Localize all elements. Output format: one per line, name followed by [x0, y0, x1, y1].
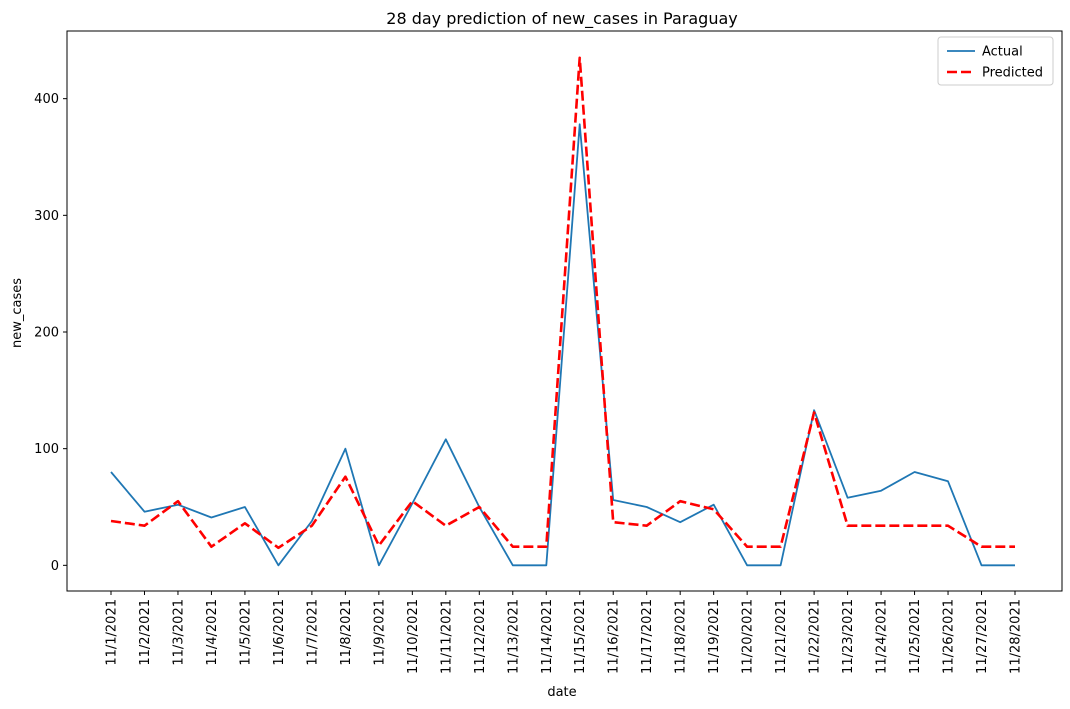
x-tick-label: 11/23/2021: [841, 599, 856, 674]
x-tick-label: 11/3/2021: [171, 599, 186, 666]
x-tick-label: 11/19/2021: [707, 599, 722, 674]
x-tick-label: 11/11/2021: [439, 599, 454, 674]
chart-title: 28 day prediction of new_cases in Paragu…: [386, 9, 737, 29]
x-tick-label: 11/16/2021: [607, 599, 622, 674]
series-line-predicted: [110, 56, 1015, 550]
series-line-actual: [110, 123, 1015, 567]
x-tick-label: 11/14/2021: [540, 599, 555, 674]
x-tick-label: 11/4/2021: [205, 599, 220, 666]
x-tick-label: 11/28/2021: [1009, 599, 1024, 674]
x-tick-label: 11/17/2021: [640, 599, 655, 674]
x-tick-label: 11/1/2021: [105, 599, 120, 666]
y-tick-label: 200: [34, 326, 59, 341]
legend-label: Predicted: [982, 66, 1043, 81]
x-tick-label: 11/6/2021: [272, 599, 287, 666]
x-tick-label: 11/20/2021: [741, 599, 756, 674]
x-tick-label: 11/5/2021: [238, 599, 253, 666]
x-tick-label: 11/2/2021: [138, 599, 153, 666]
x-tick-label: 11/21/2021: [774, 599, 789, 674]
x-tick-label: 11/22/2021: [808, 599, 823, 674]
x-tick-label: 11/25/2021: [908, 599, 923, 674]
x-axis-label: date: [547, 685, 576, 700]
legend: Actual Predicted: [937, 36, 1054, 86]
y-tick-label: 400: [34, 92, 59, 107]
y-axis-label: new_cases: [10, 278, 25, 348]
x-tick-label: 11/18/2021: [674, 599, 689, 674]
x-tick-label: 11/13/2021: [506, 599, 521, 674]
x-tick-label: 11/10/2021: [406, 599, 421, 674]
x-tick-label: 11/7/2021: [305, 599, 320, 666]
y-tick-label: 300: [34, 209, 59, 224]
x-tick-label: 11/15/2021: [573, 599, 588, 674]
x-tick-label: 11/27/2021: [975, 599, 990, 674]
plot-frame: [66, 30, 1063, 592]
x-tick-label: 11/9/2021: [372, 599, 387, 666]
x-tick-label: 11/8/2021: [339, 599, 354, 666]
x-tick-label: 11/24/2021: [875, 599, 890, 674]
y-tick-label: 100: [34, 442, 59, 457]
x-tick-label: 11/12/2021: [473, 599, 488, 674]
legend-label: Actual: [982, 45, 1023, 60]
y-tick-label: 0: [51, 559, 59, 574]
plot-area: 0 100 200 300 400 11/1/2021 11/2/2021 11/3/2021…: [34, 30, 1063, 674]
x-tick-label: 11/26/2021: [942, 599, 957, 674]
